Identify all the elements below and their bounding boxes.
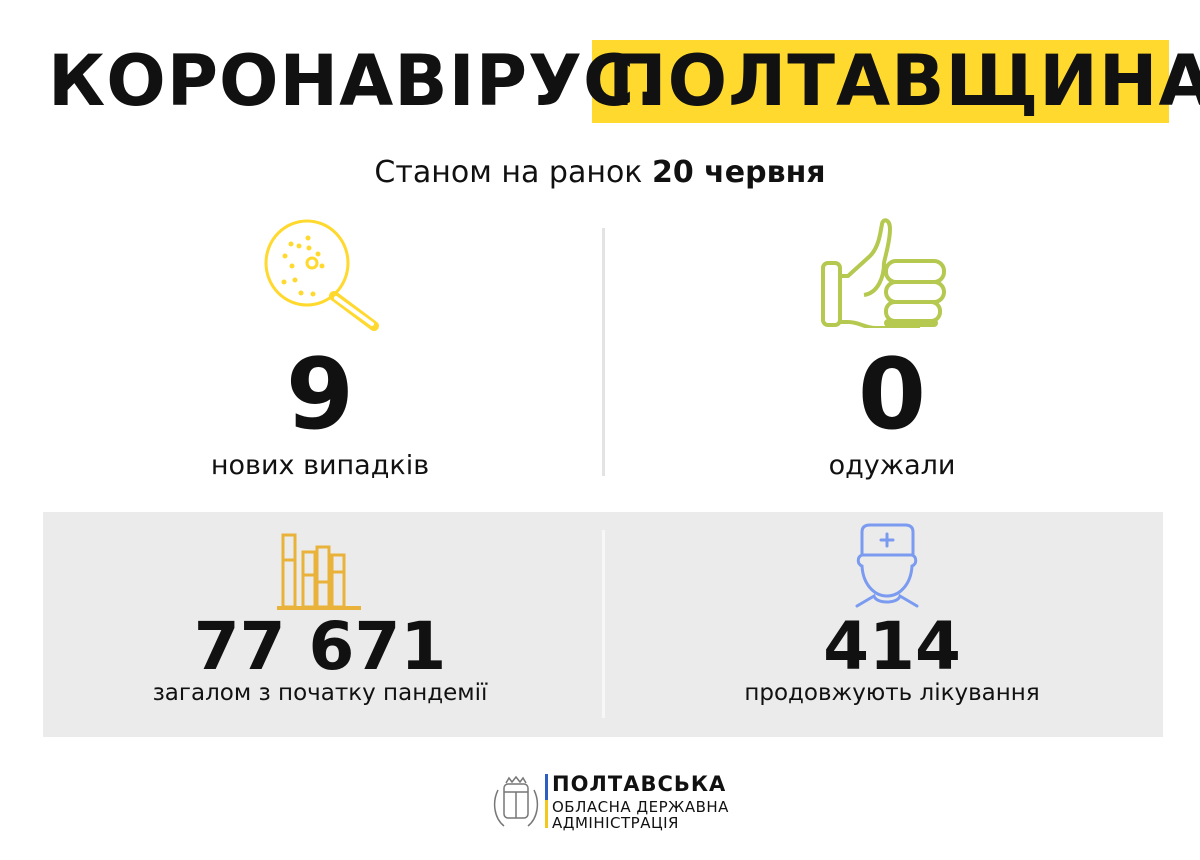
magnifier-virus-icon (264, 219, 379, 331)
logo-title: ПОЛТАВСЬКА (552, 772, 727, 796)
title-right: ПОЛТАВЩИНА (608, 40, 1200, 122)
subtitle-prefix: Станом на ранок (374, 155, 643, 190)
flag-stripe-yellow (545, 800, 548, 828)
subtitle: Станом на ранок 20 червня (0, 155, 1200, 190)
logo-line2: ОБЛАСНА ДЕРЖАВНА (552, 798, 729, 816)
logo-line3: АДМІНІСТРАЦІЯ (552, 814, 679, 832)
doctor-icon (855, 523, 919, 608)
total-value: 77 671 (193, 608, 447, 685)
divider (602, 530, 605, 718)
treating-label: продовжують лікування (744, 680, 1040, 706)
flag-stripe-blue (545, 774, 548, 800)
recovered-value: 0 (857, 338, 927, 452)
new-cases-value: 9 (285, 338, 355, 452)
thumbs-up-icon (821, 218, 946, 328)
divider (602, 228, 605, 476)
new-cases-label: нових випадків (210, 450, 430, 481)
title-left: КОРОНАВІРУС. (48, 40, 663, 122)
emblem-logo (493, 775, 539, 827)
title-highlight (592, 40, 1169, 123)
bar-chart-icon (277, 533, 361, 610)
total-label: загалом з початку пандемії (152, 680, 488, 706)
treating-value: 414 (823, 608, 961, 685)
recovered-label: одужали (828, 450, 956, 481)
subtitle-date: 20 червня (651, 155, 826, 190)
